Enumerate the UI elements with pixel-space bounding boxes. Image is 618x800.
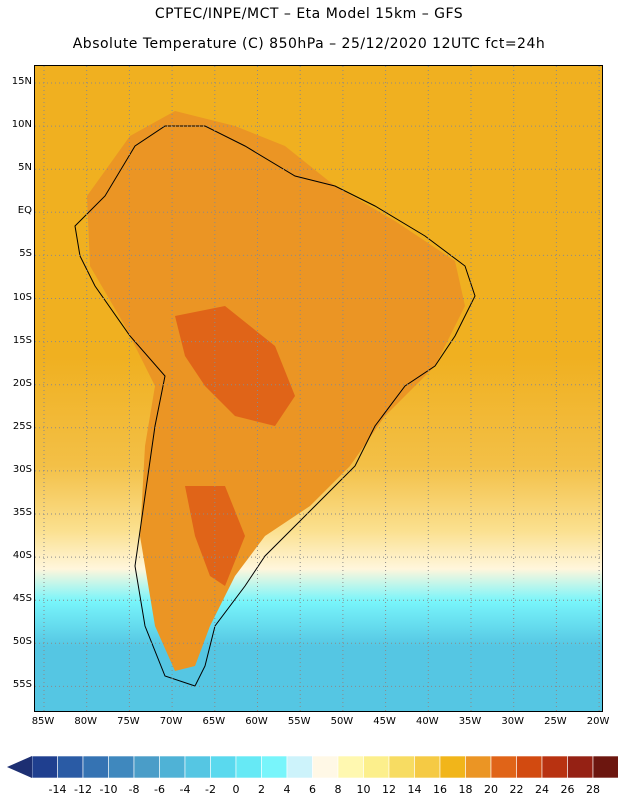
- lat-label: 30S: [12, 463, 32, 475]
- colorbar-swatch: [312, 755, 339, 779]
- colorbar-tick-label: 26: [560, 783, 575, 796]
- colorbar-swatch: [567, 755, 594, 779]
- colorbar-swatch: [184, 755, 211, 779]
- colorbar-tick-label: 10: [356, 783, 371, 796]
- lat-label: 10N: [11, 119, 32, 131]
- colorbar-tick-label: 14: [407, 783, 422, 796]
- colorbar-swatch: [465, 755, 492, 779]
- lon-label: 25W: [544, 716, 567, 727]
- lat-label: 15N: [11, 76, 32, 87]
- colorbar-tick-label: 12: [382, 783, 396, 796]
- colorbar-swatch: [235, 755, 262, 779]
- colorbar-tick-label: 16: [433, 783, 447, 796]
- colorbar-swatch: [286, 755, 313, 779]
- lat-label: 20S: [12, 377, 32, 389]
- colorbar-tick-label: 4: [283, 783, 291, 796]
- colorbar-swatch: [490, 755, 517, 779]
- lon-label: 30W: [501, 716, 524, 727]
- map-canvas: [35, 66, 602, 711]
- lon-label: 75W: [117, 716, 140, 727]
- colorbar-tick-label: -12: [74, 783, 92, 796]
- colorbar-tick-label: -14: [48, 783, 67, 796]
- colorbar-swatch: [133, 755, 160, 779]
- colorbar-swatch: [31, 755, 58, 779]
- colorbar-tick-label: -8: [128, 783, 140, 796]
- lat-label: 35S: [12, 507, 32, 518]
- colorbar-low-arrow: [7, 756, 32, 778]
- colorbar-tick-label: 8: [334, 783, 342, 796]
- lon-label: 60W: [245, 716, 268, 727]
- lon-label: 20W: [586, 716, 610, 727]
- lon-label: 65W: [202, 716, 226, 727]
- colorbar-swatch: [57, 755, 84, 779]
- lon-label: 55W: [287, 716, 311, 727]
- lat-label: 40S: [12, 550, 32, 562]
- lon-label: 45W: [373, 716, 396, 727]
- colorbar-tick-label: 28: [586, 783, 600, 796]
- colorbar-swatch: [337, 755, 364, 779]
- lon-label: 40W: [415, 716, 439, 727]
- title-line-1: CPTEC/INPE/MCT – Eta Model 15km – GFS: [154, 6, 464, 22]
- lon-label: 80W: [74, 716, 97, 727]
- lat-label: 50S: [12, 636, 32, 648]
- colorbar-tick-label: -4: [179, 783, 191, 796]
- lon-label: 50W: [330, 716, 354, 727]
- colorbar-swatch: [388, 755, 415, 779]
- coastline: [74, 125, 476, 687]
- colorbar-tick-label: -10: [99, 783, 118, 796]
- colorbar-tick-label: 20: [484, 783, 498, 796]
- lat-label: 25S: [12, 420, 32, 432]
- lat-label: 5S: [19, 248, 32, 260]
- temperature-map[interactable]: [34, 65, 603, 712]
- colorbar-swatch: [592, 755, 618, 779]
- colorbar-swatch: [516, 755, 543, 779]
- colorbar-tick-label: 0: [232, 783, 240, 796]
- colorbar-swatch: [541, 755, 568, 779]
- colorbar-swatch: [414, 755, 441, 779]
- colorbar-swatch: [363, 755, 390, 779]
- lon-label: 85W: [31, 716, 55, 727]
- lat-label: 45S: [12, 593, 32, 605]
- colorbar-swatch: [210, 755, 237, 779]
- colorbar-tick-label: 24: [535, 783, 549, 796]
- colorbar-tick-label: -6: [154, 783, 165, 796]
- colorbar-tick-label: 18: [458, 783, 473, 796]
- lat-label: 5N: [18, 162, 32, 174]
- lon-label: 70W: [159, 716, 183, 727]
- colorbar-swatch: [261, 755, 288, 779]
- lat-label: 15S: [12, 334, 32, 346]
- colorbar-tick-label: 6: [309, 783, 316, 796]
- colorbar-swatch: [159, 755, 186, 779]
- title-line-2: Absolute Temperature (C) 850hPa – 25/12/…: [72, 36, 546, 52]
- colorbar-tick-label: 2: [258, 783, 265, 796]
- lat-label: 10S: [12, 291, 32, 303]
- colorbar-tick-label: 22: [509, 783, 524, 796]
- continent-hot-area: [175, 306, 295, 586]
- lat-label: 55S: [12, 679, 32, 691]
- lat-label: EQ: [17, 205, 32, 217]
- colorbar-swatch: [108, 755, 135, 779]
- colorbar: [7, 755, 618, 779]
- lon-label: 35W: [458, 716, 482, 727]
- graticule: [35, 66, 602, 711]
- colorbar-tick-label: -2: [205, 783, 216, 796]
- colorbar-swatch: [82, 755, 109, 779]
- colorbar-swatch: [439, 755, 466, 779]
